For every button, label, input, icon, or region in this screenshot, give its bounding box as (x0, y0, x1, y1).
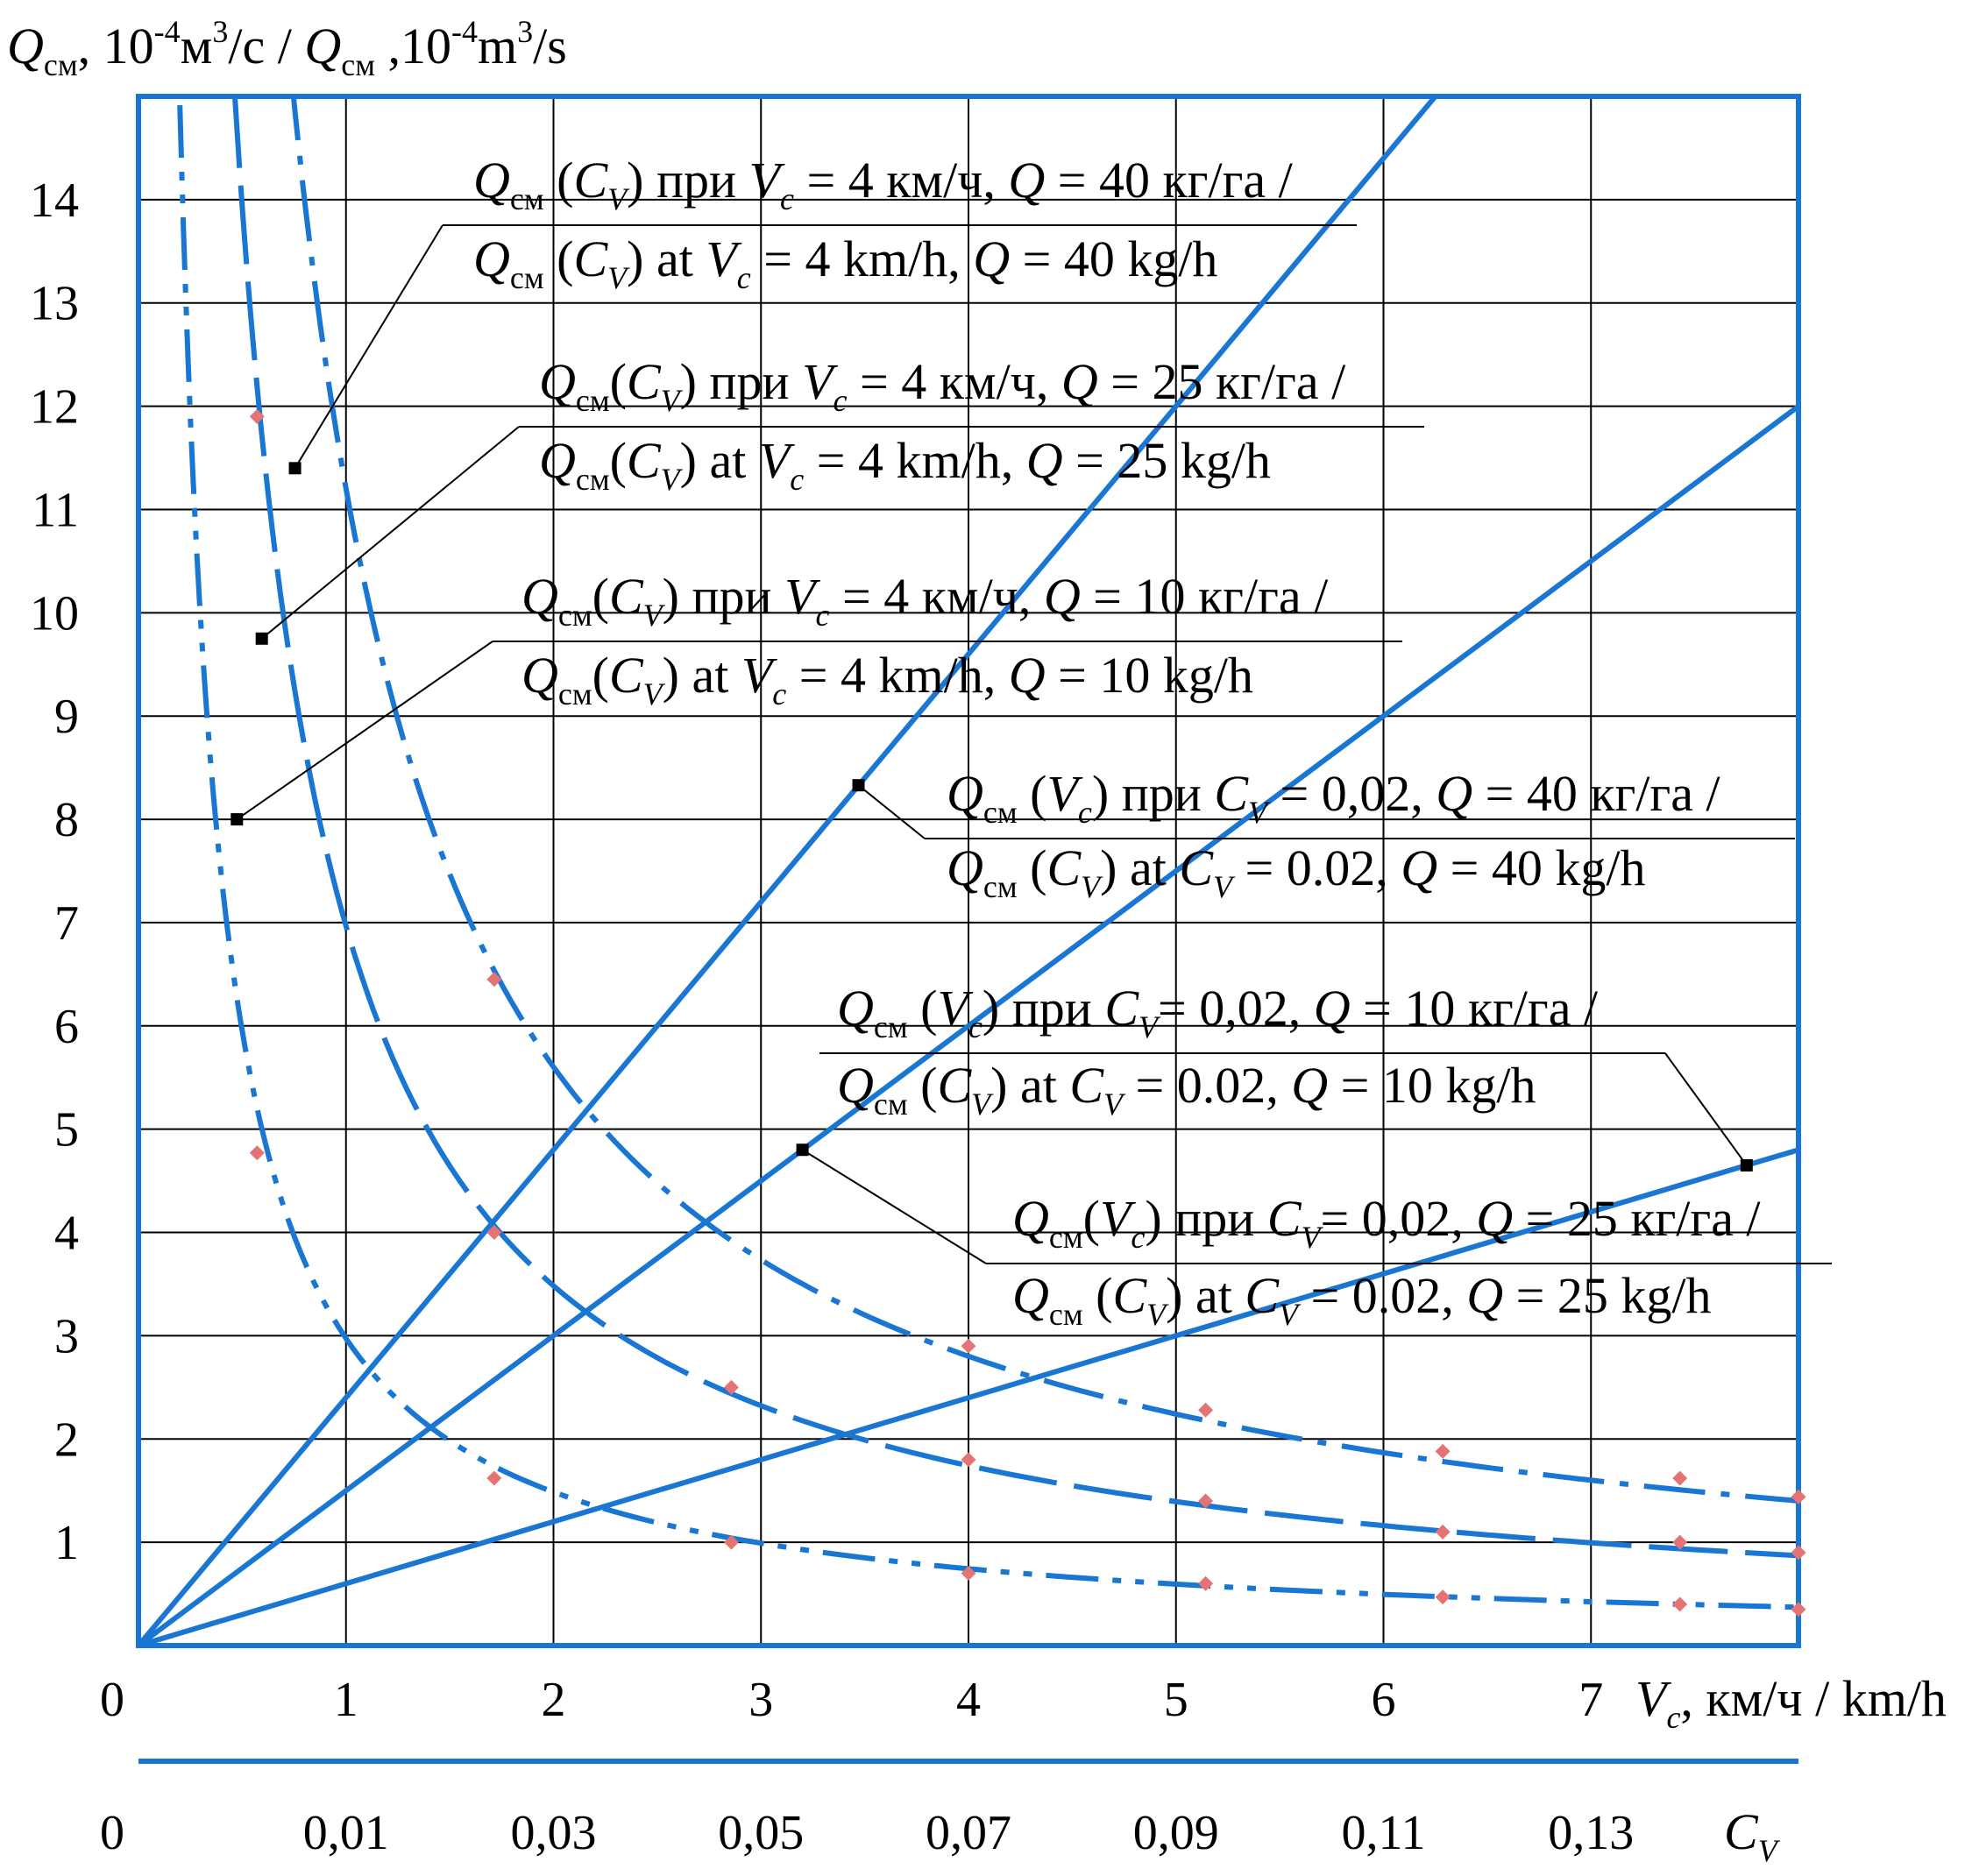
annotation-leader (261, 426, 520, 640)
annotation-text-line: Qсм (CV) при Vc = 4 км/ч, Q = 40 кг/га / (473, 152, 1294, 216)
series-curve-6 (176, 96, 1798, 1611)
y-tick-label: 4 (54, 1207, 79, 1261)
data-marker (249, 408, 265, 424)
x-bottom-tick-label: 0 (100, 1806, 124, 1860)
y-tick-label: 10 (30, 586, 79, 641)
data-marker (486, 972, 502, 988)
x-bottom-tick-label: 0,07 (926, 1806, 1011, 1860)
x-top-tick-label: 6 (1372, 1673, 1396, 1727)
annotation-text-line: Qсм (CV) at CV = 0.02, Q = 25 kg/h (1012, 1267, 1711, 1332)
y-tick-label: 11 (32, 483, 79, 537)
data-marker (486, 1470, 502, 1486)
data-marker (1672, 1596, 1688, 1612)
annotation-a2: Qсм(CV) при Vc = 4 км/ч, Q = 25 кг/га / Q… (539, 353, 1346, 497)
x-top-tick-label: 0 (100, 1673, 124, 1727)
series-curve-4 (290, 96, 1798, 1504)
x-top-tick-labels: 0 1 2 3 4 5 6 7 (100, 1673, 1603, 1727)
data-marker (1672, 1534, 1688, 1550)
y-tick-label: 13 (30, 277, 79, 331)
series-curve-5 (231, 96, 1798, 1559)
y-tick-label: 3 (54, 1309, 79, 1363)
annotation-a5: Qсм (Vc) при CV= 0,02, Q = 10 кг/га / Qсм… (837, 980, 1599, 1122)
y-tick-label: 7 (54, 896, 79, 951)
data-marker (1791, 1545, 1806, 1561)
annotation-leader (1664, 1052, 1748, 1166)
data-marker (486, 1225, 502, 1241)
annotation-text-line: Qсм(CV) при Vc = 4 км/ч, Q = 25 кг/га / (539, 353, 1346, 418)
curves (138, 96, 1798, 1646)
grid (138, 96, 1798, 1646)
x-bottom-tick-label: 0,03 (511, 1806, 597, 1860)
x-top-tick-label: 4 (956, 1673, 981, 1727)
series-line-1 (138, 96, 1439, 1646)
annotation-leaders (236, 224, 1832, 1264)
annotation-text-line: Qсм(CV) at Vc = 4 km/h, Q = 10 kg/h (521, 647, 1253, 711)
x-top-tick-label: 5 (1164, 1673, 1188, 1727)
annotation-a4: Qсм (Vc) при CV = 0,02, Q = 40 кг/га / Qс… (947, 765, 1720, 904)
series-line-2 (138, 404, 1798, 1646)
y-tick-label: 5 (54, 1103, 79, 1157)
data-marker (1198, 1493, 1214, 1509)
annotation-text-line: Qсм(CV) при Vc = 4 км/ч, Q = 10 кг/га / (521, 568, 1329, 633)
data-marker (961, 1566, 976, 1581)
x-bottom-tick-label: 0,05 (718, 1806, 804, 1860)
y-tick-label: 1 (54, 1516, 79, 1570)
plot-frame (136, 94, 1801, 1764)
x-top-tick-label: 2 (542, 1673, 566, 1727)
annotations: Qсм (CV) при Vc = 4 км/ч, Q = 40 кг/га /… (473, 152, 1761, 1332)
y-tick-label: 2 (54, 1412, 79, 1467)
annotation-leader (802, 1149, 987, 1264)
data-marker (1791, 1489, 1806, 1504)
data-marker (723, 1534, 739, 1550)
series-line-3 (138, 1147, 1798, 1646)
x-top-tick-label: 7 (1578, 1673, 1603, 1727)
x-bottom-tick-labels: 0 0,01 0,03 0,05 0,07 0,09 0,11 0,13 (100, 1806, 1634, 1860)
x-bottom-tick-label: 0,09 (1133, 1806, 1219, 1860)
data-marker (1198, 1402, 1214, 1418)
y-tick-label: 12 (30, 380, 79, 435)
x-top-axis-title: Vc, км/ч / km/h (1635, 1670, 1947, 1735)
x-bottom-tick-label: 0,01 (303, 1806, 389, 1860)
data-marker (1435, 1589, 1451, 1605)
data-marker (723, 1379, 739, 1395)
plot-border (136, 94, 1801, 1648)
annotation-a6: Qсм(Vc) при CV= 0,02, Q = 25 кг/га / Qсм … (1012, 1190, 1761, 1332)
annotation-text-line: Qсм(CV) at Vc = 4 km/h, Q = 25 kg/h (539, 432, 1271, 497)
data-marker (249, 1145, 265, 1161)
x-top-tick-label: 1 (334, 1673, 358, 1727)
annotation-text-line: Qсм (CV) at CV = 0.02, Q = 10 kg/h (837, 1057, 1536, 1122)
x-bottom-tick-label: 0,13 (1548, 1806, 1634, 1860)
data-marker (961, 1338, 976, 1354)
annotation-text-line: Qсм (CV) at CV = 0.02, Q = 40 kg/h (947, 839, 1645, 904)
annotation-text-line: Qсм (Vc) при CV= 0,02, Q = 10 кг/га / (837, 980, 1599, 1044)
y-tick-label: 8 (54, 793, 79, 847)
data-marker (1435, 1524, 1451, 1540)
data-marker (1198, 1575, 1214, 1591)
data-marker (1672, 1470, 1688, 1486)
markers (231, 408, 1806, 1618)
annotation-a1: Qсм (CV) при Vc = 4 км/ч, Q = 40 кг/га /… (473, 152, 1294, 295)
x-bottom-tick-label: 0,11 (1342, 1806, 1426, 1860)
data-marker (1435, 1443, 1451, 1459)
annotation-leader (857, 784, 926, 839)
annotation-text-line: Qсм (Vc) при CV = 0,02, Q = 40 кг/га / (947, 765, 1720, 830)
x-top-tick-label: 3 (748, 1673, 773, 1727)
annotation-text-line: Qсм(Vc) при CV= 0,02, Q = 25 кг/га / (1012, 1190, 1761, 1255)
x-bottom-axis-title: CV (1724, 1803, 1781, 1868)
annotation-a3: Qсм(CV) при Vc = 4 км/ч, Q = 10 кг/га / Q… (521, 568, 1329, 711)
annotation-text-line: Qсм (CV) at Vc = 4 km/h, Q = 40 kg/h (473, 230, 1217, 295)
y-axis-title: Qсм, 10-4м3/с / Qсм ,10-4m3/s (7, 14, 567, 82)
data-marker (961, 1452, 976, 1468)
data-marker (1791, 1602, 1806, 1618)
annotation-leader (236, 641, 493, 820)
y-tick-label: 9 (54, 690, 79, 744)
y-tick-label: 6 (54, 1000, 79, 1054)
annotation-leader (294, 224, 443, 469)
y-tick-label: 14 (30, 173, 79, 228)
